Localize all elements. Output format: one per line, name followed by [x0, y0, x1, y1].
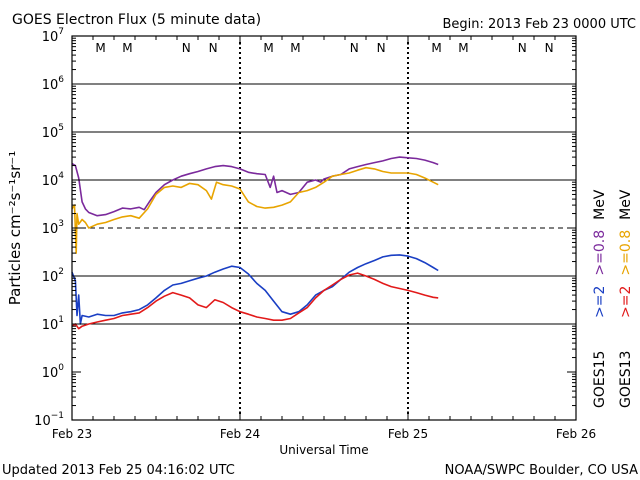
y-tick-label: 100	[42, 363, 65, 381]
y-tick-label: 10−1	[34, 411, 64, 429]
local-time-marker: N	[518, 41, 527, 55]
legend: GOES15 >=2>=0.8MeV GOES13 >=2>=0.8MeV	[592, 189, 634, 408]
y-tick-label: 102	[42, 267, 64, 285]
y-axis: 107 106 105 104 103 102 101 100 10−1	[34, 27, 576, 429]
legend-goes15-label: GOES15	[592, 351, 608, 408]
x-axis-label: Universal Time	[279, 443, 368, 457]
x-tick-label: Feb 25	[388, 427, 428, 441]
y-tick-label: 106	[42, 75, 65, 93]
local-time-marker: M	[122, 41, 132, 55]
y-tick-label: 104	[42, 171, 65, 189]
local-time-marker: N	[209, 41, 218, 55]
updated-timestamp: Updated 2013 Feb 25 04:16:02 UTC	[2, 463, 235, 478]
local-time-marker: N	[377, 41, 386, 55]
x-tick-label: Feb 24	[220, 427, 260, 441]
local-time-marker: M	[458, 41, 468, 55]
local-time-marker: N	[182, 41, 191, 55]
series-layer	[71, 156, 439, 330]
local-time-marker: M	[263, 41, 273, 55]
y-tick-label: 101	[42, 315, 64, 333]
local-time-marker: N	[545, 41, 554, 55]
y-tick-label: 107	[42, 27, 64, 45]
local-time-marker: M	[290, 41, 300, 55]
y-tick-label: 103	[42, 219, 64, 237]
series-line	[71, 166, 439, 254]
legend-goes15-entries: >=2>=0.8MeV	[592, 189, 608, 318]
y-axis-label: Particles cm⁻²s⁻¹sr⁻¹	[6, 151, 24, 305]
series-line	[71, 156, 439, 217]
local-time-marker: M	[431, 41, 441, 55]
local-time-marker: N	[350, 41, 359, 55]
series-line	[71, 272, 439, 330]
legend-goes13-entries: >=2>=0.8MeV	[618, 189, 634, 318]
x-axis: Feb 23 Feb 24 Feb 25 Feb 26	[52, 36, 596, 441]
y-tick-label: 105	[42, 123, 64, 141]
legend-goes13-label: GOES13	[618, 351, 634, 408]
credit-label: NOAA/SWPC Boulder, CO USA	[445, 463, 638, 478]
chart-title: GOES Electron Flux (5 minute data)	[12, 12, 261, 28]
x-tick-label: Feb 26	[556, 427, 596, 441]
local-time-marker: M	[95, 41, 105, 55]
begin-label: Begin: 2013 Feb 23 0000 UTC	[442, 17, 636, 32]
grid-layer	[72, 42, 576, 414]
series-line	[71, 254, 439, 325]
x-tick-label: Feb 23	[52, 427, 92, 441]
